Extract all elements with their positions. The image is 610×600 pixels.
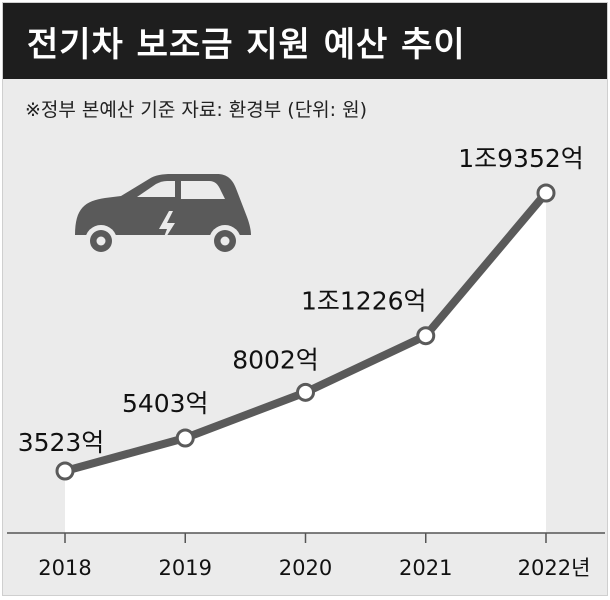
x-tick-label-2021: 2021 (399, 556, 452, 580)
data-label-2019: 5403억 (122, 389, 209, 418)
data-label-2020: 8002억 (232, 345, 319, 374)
electric-car-icon (75, 174, 251, 257)
data-point-2018 (55, 461, 75, 481)
title-bar: 전기차 보조금 지원 예산 추이 (3, 3, 607, 79)
area-fill (65, 193, 546, 533)
data-point-2020 (296, 382, 315, 402)
chart-area: 3523억 5403억 8002억 1조1226억 1조9352억 2018 2019 20… (7, 144, 605, 580)
source-note: ※정부 본예산 기준 자료: 환경부 (단위: 원) (25, 99, 367, 121)
x-tick-label-2018: 2018 (38, 556, 91, 580)
chart-title: 전기차 보조금 지원 예산 추이 (27, 25, 466, 65)
data-point-2019 (175, 428, 195, 448)
x-axis-unit-label: 년 (571, 556, 590, 580)
x-tick-label-2022: 2022년 (518, 556, 591, 580)
data-label-2018: 3523억 (18, 428, 105, 457)
data-point-2021 (416, 326, 436, 346)
x-tick-label-2019: 2019 (159, 556, 212, 580)
data-point-2022 (536, 183, 556, 203)
data-label-2022: 1조9352억 (458, 144, 584, 173)
data-label-2021: 1조1226억 (301, 287, 427, 316)
x-tick-label-2020: 2020 (279, 556, 332, 580)
